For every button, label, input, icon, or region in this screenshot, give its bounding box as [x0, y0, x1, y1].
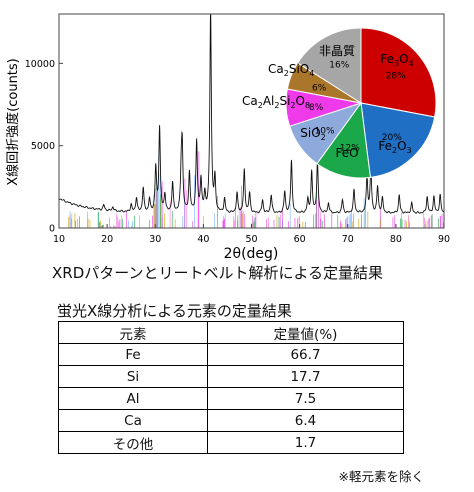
xrf-table: 元素 定量値(%) Fe 66.7 Si 17.7 Al 7.5 Ca 6.4 …	[58, 321, 404, 454]
table-row: Si 17.7	[58, 365, 404, 388]
pie-slice	[360, 102, 436, 178]
y-tick-label: 0	[49, 224, 55, 235]
pie-percent-label: 8%	[309, 103, 324, 113]
x-tick-label: 70	[342, 234, 354, 245]
table-row: Ca 6.4	[58, 409, 404, 432]
x-axis: 10 20 30 40 50 60 70 80 90	[53, 224, 450, 245]
cell-value: 1.7	[207, 431, 404, 454]
footnote: ※軽元素を除く	[338, 469, 424, 484]
formula-text: Al	[263, 94, 275, 108]
pie-slice	[296, 27, 362, 104]
cell-element: Ca	[58, 409, 208, 432]
cell-element: Al	[58, 387, 208, 410]
y-axis-label: X線回折強度(counts)	[5, 58, 21, 186]
pie-slice-name-label: Ca2SiO4	[268, 62, 314, 78]
phase-composition-pie: 28%20%12%10%8%6%16% Fe3O4Fe2O3FeOSiO2Ca2A…	[242, 27, 437, 179]
pie-percent-label: 6%	[312, 83, 327, 93]
x-tick-label: 60	[294, 234, 306, 245]
table-row: Fe 66.7	[58, 343, 404, 366]
formula-text: O	[296, 94, 305, 108]
cell-element: その他	[58, 431, 208, 454]
formula-subscript: 2	[284, 69, 289, 78]
formula-subscript: 4	[309, 69, 314, 78]
phase-reference-sticks	[68, 151, 444, 228]
x-tick-label: 40	[197, 234, 209, 245]
formula-text: Ca	[268, 62, 284, 76]
cell-value: 6.4	[207, 409, 404, 432]
pie-slice-name-label: 非晶質	[319, 43, 355, 58]
cell-value: 66.7	[207, 343, 404, 366]
pie-slice-name-label: Ca2Al2Si2O8	[242, 94, 310, 110]
y-tick-label: 10000	[25, 59, 55, 70]
xrd-pattern-line	[59, 14, 444, 214]
x-tick-label: 50	[245, 234, 257, 245]
y-axis: 0 5000 10000	[25, 59, 63, 235]
cell-value: 7.5	[207, 387, 404, 410]
formula-text: SiO	[300, 126, 320, 140]
formula-text: 非晶質	[319, 43, 355, 58]
column-header-value: 定量値(%)	[207, 321, 404, 344]
x-tick-label: 80	[390, 234, 402, 245]
pie-percent-label: 12%	[340, 144, 360, 154]
pie-percent-label: 20%	[382, 133, 402, 143]
cell-element: Fe	[58, 343, 208, 366]
pie-slice-name-label: SiO2	[300, 126, 326, 142]
formula-subscript: 2	[321, 133, 326, 142]
pie-percent-label: 16%	[329, 61, 349, 71]
x-tick-label: 90	[438, 234, 450, 245]
formula-subscript: 8	[305, 101, 310, 110]
pie-slice-name-label: FeO	[335, 146, 358, 160]
formula-text: Ca	[242, 94, 258, 108]
y-tick-label: 5000	[31, 141, 55, 152]
formula-text: SiO	[289, 62, 309, 76]
xrd-chart: 10 20 30 40 50 60 70 80 90 0 5000 10000 2θ(deg) X線…	[5, 13, 450, 262]
cell-element: Si	[58, 365, 208, 388]
pie-percent-label: 10%	[315, 127, 335, 137]
pie-slice-name-label: Fe3O4	[380, 52, 413, 68]
formula-text: Fe	[378, 139, 392, 153]
formula-subscript: 2	[258, 101, 263, 110]
formula-subscript: 2	[290, 101, 295, 110]
formula-subscript: 2	[274, 101, 279, 110]
xrf-caption: 蛍光X線分析による元素の定量結果	[57, 302, 292, 320]
cell-value: 17.7	[207, 365, 404, 388]
xrd-caption: XRDパターンとリートベルト解析による定量結果	[52, 264, 384, 282]
table-row: その他 1.7	[58, 431, 404, 454]
table-row: Al 7.5	[58, 387, 404, 410]
formula-text: Fe	[380, 52, 394, 66]
table-header-row: 元素 定量値(%)	[58, 321, 404, 344]
pie-slice-name-label: Fe2O3	[378, 139, 411, 155]
x-tick-label: 30	[149, 234, 161, 245]
formula-subscript: 3	[394, 59, 399, 68]
formula-text: O	[397, 139, 406, 153]
formula-subscript: 4	[409, 59, 414, 68]
xrd-figure: 10 20 30 40 50 60 70 80 90 0 5000 10000 2θ(deg) X線…	[5, 13, 450, 262]
formula-text: O	[399, 52, 408, 66]
formula-subscript: 2	[392, 146, 397, 155]
column-header-element: 元素	[58, 321, 208, 344]
formula-subscript: 3	[407, 146, 412, 155]
formula-text: Si	[279, 94, 290, 108]
x-tick-label: 20	[101, 234, 113, 245]
formula-text: FeO	[335, 146, 358, 160]
x-tick-label: 10	[53, 234, 65, 245]
x-axis-label: 2θ(deg)	[224, 246, 279, 262]
pie-slice	[360, 27, 437, 118]
pie-percent-label: 28%	[386, 71, 406, 81]
